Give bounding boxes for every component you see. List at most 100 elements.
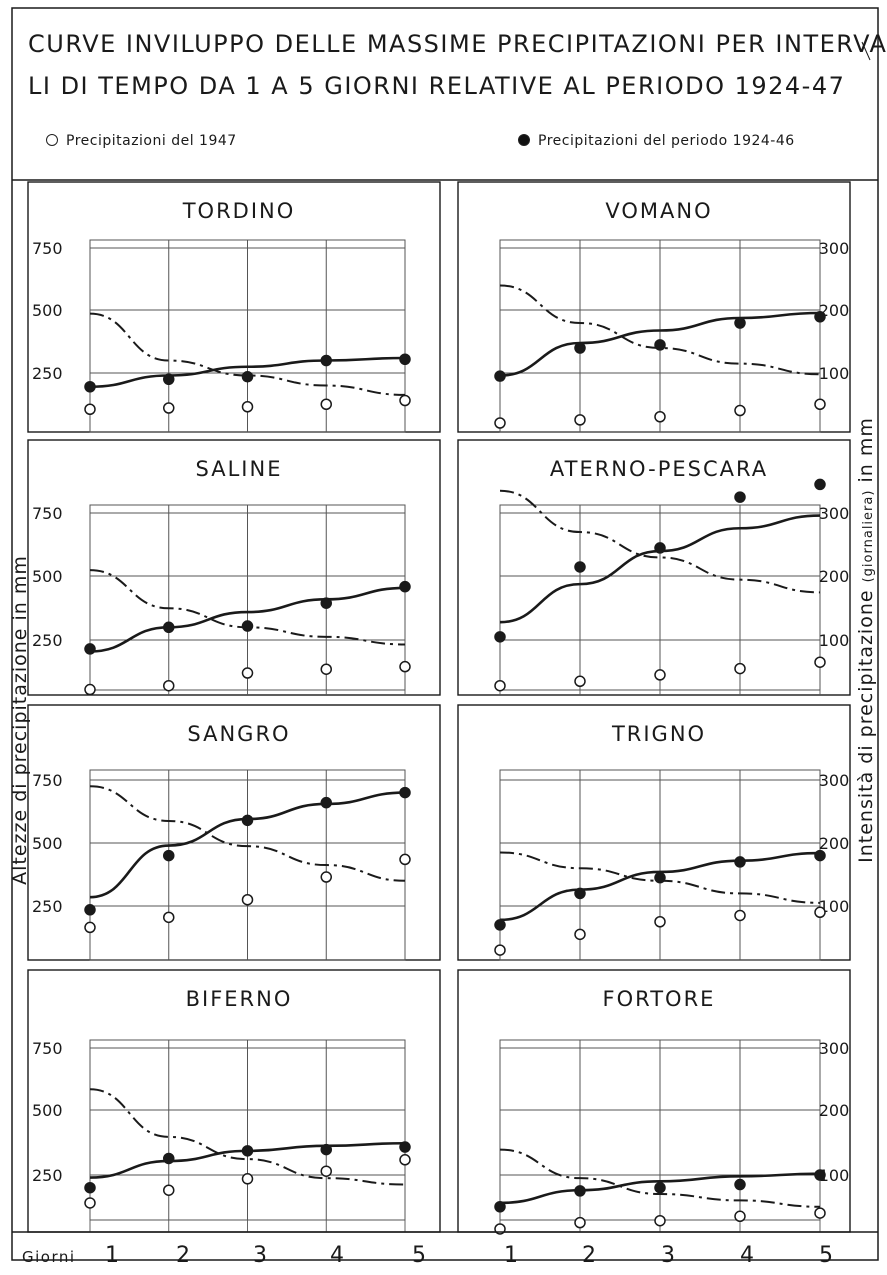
marker-1947 — [494, 944, 506, 956]
y-tick-label-right: 200 — [819, 834, 850, 853]
marker-1947 — [654, 669, 666, 681]
marker-1924-46 — [734, 317, 746, 329]
x-tick-label: 3 — [253, 1243, 267, 1268]
marker-1947 — [241, 667, 254, 679]
y-tick-label-right: 300 — [819, 239, 850, 258]
marker-1924-46 — [654, 871, 666, 884]
panel-frame — [457, 439, 851, 696]
marker-1947 — [734, 662, 746, 675]
marker-1947 — [399, 394, 411, 407]
legend-period: Precipitazioni del periodo 1924-46 — [518, 133, 795, 149]
marker-1924-46 — [494, 919, 506, 931]
marker-1924-46 — [84, 904, 96, 916]
panel-tordino: TORDINO 750 500 250 — [27, 181, 441, 433]
marker-1947 — [654, 916, 666, 928]
y-tick-label-right: 200 — [819, 1101, 850, 1120]
marker-1924-46 — [654, 339, 666, 351]
y-tick-label: 250 — [32, 1166, 63, 1185]
marker-1924-46 — [494, 1201, 506, 1213]
y-tick-label: 750 — [32, 239, 63, 258]
marker-1947 — [84, 683, 96, 696]
marker-1947 — [574, 675, 586, 688]
marker-1947 — [320, 871, 332, 883]
marker-1924-46 — [734, 1178, 746, 1191]
marker-1947 — [494, 679, 506, 692]
panel-trigno: TRIGNO 300 200 100 — [457, 704, 851, 961]
y-tick-label-right: 100 — [819, 631, 850, 650]
y-tick-label-right: 300 — [819, 504, 850, 523]
marker-1924-46 — [399, 1141, 411, 1153]
left-axis-label: Altezze di precipitazione in mm — [9, 555, 31, 885]
right-axis-label-c: in mm — [855, 417, 877, 490]
right-axis-label-b: (giornaliera) — [861, 489, 876, 583]
panel-biferno: BIFERNO 750 500 250 — [27, 969, 441, 1233]
marker-1947 — [814, 398, 826, 410]
x-tick-label: 5 — [412, 1243, 426, 1268]
envelope-altezze-curve — [89, 586, 406, 653]
panel-title: ATERNO-PESCARA — [550, 457, 768, 481]
marker-1924-46 — [163, 373, 175, 385]
y-tick-label-right: 300 — [819, 1039, 850, 1058]
panel-title: SALINE — [196, 457, 283, 481]
marker-1947 — [241, 1173, 254, 1185]
marker-1947 — [574, 928, 586, 941]
open-circle-icon — [46, 134, 58, 146]
panel-title: BIFERNO — [186, 987, 293, 1011]
marker-1924-46 — [399, 580, 411, 593]
envelope-intensita-curve — [89, 1088, 406, 1186]
marker-1947 — [163, 1184, 175, 1196]
panel-frame — [27, 439, 441, 696]
marker-1947 — [574, 414, 586, 426]
marker-1924-46 — [320, 354, 332, 367]
envelope-altezze-curve — [499, 311, 821, 377]
marker-1947 — [734, 1210, 746, 1223]
envelope-altezze-curve — [89, 356, 406, 389]
y-tick-label: 500 — [32, 834, 63, 853]
legend-1947: Precipitazioni del 1947 — [46, 133, 237, 149]
marker-1924-46 — [163, 621, 175, 634]
marker-1924-46 — [814, 478, 826, 491]
marker-1947 — [814, 1207, 826, 1219]
marker-1924-46 — [814, 311, 826, 323]
panel-title: VOMANO — [605, 199, 712, 223]
marker-1924-46 — [320, 1143, 332, 1156]
y-tick-label-right: 100 — [819, 364, 850, 383]
marker-1924-46 — [241, 1145, 254, 1157]
marker-1947 — [84, 921, 96, 934]
y-tick-label: 500 — [32, 1101, 63, 1120]
title-line-2: LI DI TEMPO DA 1 A 5 GIORNI RELATIVE AL … — [28, 72, 846, 100]
marker-1947 — [654, 1214, 666, 1227]
right-axis-label-a: Intensità di precipitazione — [855, 582, 877, 863]
x-tick-label: 2 — [582, 1243, 596, 1268]
x-tick-label: 1 — [504, 1243, 518, 1268]
envelope-intensita-curve — [499, 284, 821, 376]
marker-1924-46 — [84, 1181, 96, 1194]
envelope-intensita-curve — [499, 1148, 821, 1208]
panel-title: SANGRO — [187, 722, 290, 746]
title-hyphen-mark — [861, 41, 871, 61]
marker-1924-46 — [734, 856, 746, 868]
envelope-altezze-curve — [499, 1172, 821, 1205]
y-tick-label-right: 200 — [819, 567, 850, 586]
y-tick-label: 500 — [32, 567, 63, 586]
panel-fortore: FORTORE 300 200 100 — [457, 969, 851, 1235]
marker-1947 — [84, 403, 96, 415]
marker-1924-46 — [814, 849, 826, 862]
marker-1947 — [494, 417, 506, 429]
marker-1947 — [399, 853, 411, 866]
marker-1924-46 — [574, 1185, 586, 1197]
filled-circle-icon — [518, 134, 530, 146]
marker-1947 — [163, 679, 175, 692]
panel-title: FORTORE — [603, 987, 716, 1011]
marker-1924-46 — [241, 620, 254, 632]
y-tick-label: 250 — [32, 897, 63, 916]
y-tick-label-right: 100 — [819, 897, 850, 916]
marker-1947 — [320, 398, 332, 410]
marker-1947 — [814, 906, 826, 919]
marker-1924-46 — [241, 814, 254, 827]
marker-1924-46 — [574, 342, 586, 354]
y-tick-label: 750 — [32, 1039, 63, 1058]
x-tick-label: 4 — [330, 1243, 344, 1268]
marker-1947 — [734, 909, 746, 922]
